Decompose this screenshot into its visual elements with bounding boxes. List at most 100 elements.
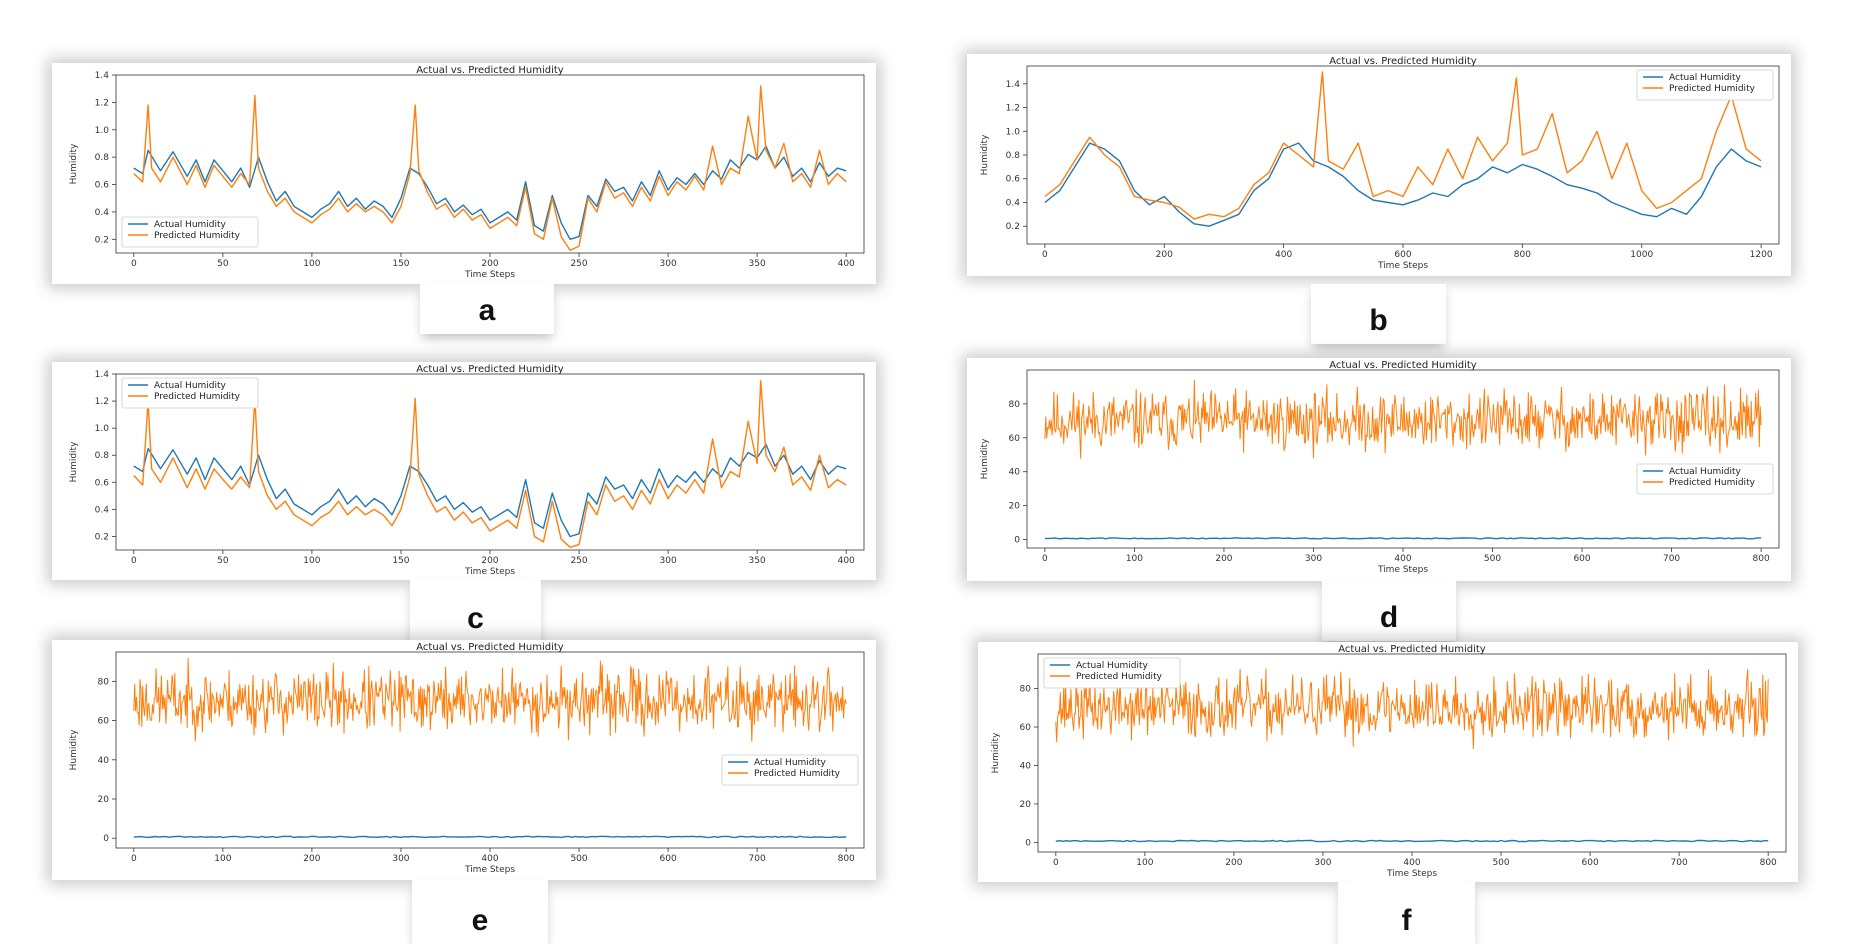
x-tick-label: 200	[1225, 858, 1242, 868]
x-tick-label: 500	[1484, 554, 1501, 564]
x-tick-label: 200	[303, 854, 320, 864]
y-tick-label: 0	[1014, 536, 1020, 546]
x-tick-label: 400	[1394, 554, 1411, 564]
chart-title: Actual vs. Predicted Humidity	[1329, 56, 1477, 67]
x-axis-label: Time Steps	[1377, 261, 1428, 271]
x-tick-label: 0	[131, 556, 137, 566]
y-tick-label: 1.4	[1006, 80, 1021, 90]
chart-panel-b: Actual vs. Predicted Humidity 0 200 400 600 8…	[967, 54, 1791, 276]
chart-panel-f: Actual vs. Predicted Humidity 0 100 200 300 4…	[978, 642, 1798, 882]
x-tick-label: 0	[131, 259, 137, 269]
x-tick-label: 800	[1753, 554, 1770, 564]
y-tick-label: 1.0	[95, 424, 110, 434]
x-tick-label: 200	[1215, 554, 1232, 564]
y-tick-label: 0	[1025, 838, 1031, 848]
legend-box	[1043, 657, 1181, 689]
series-line-actual	[1055, 839, 1769, 843]
chart-title: Actual vs. Predicted Humidity	[416, 65, 564, 76]
chart-svg-c: Actual vs. Predicted Humidity 0 50 100 150 20…	[69, 364, 865, 577]
legend-entry: Actual Humidity	[154, 220, 227, 230]
x-tick-label: 500	[570, 854, 587, 864]
x-tick-label: 700	[1663, 554, 1680, 564]
x-tick-label: 100	[1136, 858, 1153, 868]
x-tick-label: 400	[838, 259, 855, 269]
y-tick-label: 40	[1009, 468, 1021, 478]
panel-label-f: f	[1338, 882, 1475, 944]
legend-entry: Actual Humidity	[1669, 467, 1742, 477]
y-tick-label: 20	[1009, 502, 1021, 512]
x-tick-label: 400	[838, 556, 855, 566]
chart-panel-c: Actual vs. Predicted Humidity 0 50 100 150 20…	[52, 362, 876, 580]
x-tick-label: 0	[1053, 858, 1059, 868]
panel-label-b: b	[1311, 284, 1446, 344]
y-tick-label: 0.2	[95, 532, 109, 542]
x-axis-label: Time Steps	[464, 270, 515, 280]
y-axis-label: Humidity	[69, 143, 79, 184]
plot-frame	[1026, 369, 1780, 549]
y-tick-label: 0.6	[95, 478, 110, 488]
y-tick-label: 0.8	[1006, 151, 1021, 161]
legend-box	[721, 754, 859, 786]
x-tick-label: 100	[214, 854, 231, 864]
y-tick-label: 0.4	[1006, 198, 1021, 208]
series-line-predicted	[1055, 668, 1769, 750]
y-tick-label: 60	[1020, 723, 1032, 733]
x-tick-label: 400	[481, 854, 498, 864]
x-tick-label: 0	[1042, 554, 1048, 564]
x-tick-label: 500	[1492, 858, 1509, 868]
legend-box	[1636, 69, 1774, 101]
x-tick-label: 350	[749, 556, 766, 566]
x-tick-label: 0	[1042, 250, 1048, 260]
x-tick-label: 300	[660, 556, 677, 566]
legend-entry: Actual Humidity	[154, 381, 227, 391]
y-axis-label: Humidity	[69, 441, 79, 482]
x-axis-label: Time Steps	[464, 865, 515, 875]
x-tick-label: 700	[1671, 858, 1688, 868]
chart-title: Actual vs. Predicted Humidity	[1338, 644, 1486, 655]
x-tick-label: 300	[1314, 858, 1331, 868]
chart-panel-d: Actual vs. Predicted Humidity 0 100 200 300 4…	[967, 358, 1791, 581]
x-axis-label: Time Steps	[1377, 565, 1428, 575]
x-tick-label: 1000	[1630, 250, 1653, 260]
x-tick-label: 350	[749, 259, 766, 269]
x-tick-label: 1200	[1750, 250, 1773, 260]
series-line-predicted	[133, 380, 847, 548]
y-tick-label: 1.4	[95, 71, 110, 81]
y-tick-label: 80	[1009, 400, 1021, 410]
y-tick-label: 0.2	[1006, 222, 1020, 232]
x-tick-label: 800	[1760, 858, 1777, 868]
x-tick-label: 200	[1156, 250, 1173, 260]
legend-entry: Actual Humidity	[1076, 661, 1149, 671]
y-tick-label: 0.2	[95, 235, 109, 245]
chart-title: Actual vs. Predicted Humidity	[416, 642, 564, 653]
chart-svg-f: Actual vs. Predicted Humidity 0 100 200 300 4…	[991, 644, 1787, 879]
y-axis-label: Humidity	[991, 732, 1001, 773]
x-tick-label: 100	[1126, 554, 1143, 564]
y-tick-label: 1.0	[95, 126, 110, 136]
panel-label-d: d	[1322, 581, 1456, 641]
legend-entry: Actual Humidity	[754, 758, 827, 768]
y-tick-label: 60	[98, 717, 110, 727]
y-tick-label: 0.4	[95, 208, 110, 218]
y-tick-label: 1.2	[95, 397, 109, 407]
y-axis-label: Humidity	[980, 438, 990, 479]
x-tick-label: 300	[1305, 554, 1322, 564]
x-tick-label: 800	[838, 854, 855, 864]
panel-label-e: e	[412, 880, 548, 944]
series-line-actual	[1044, 537, 1762, 540]
y-tick-label: 0.6	[1006, 175, 1021, 185]
x-tick-label: 400	[1403, 858, 1420, 868]
legend-entry: Predicted Humidity	[1076, 672, 1163, 682]
x-tick-label: 300	[392, 854, 409, 864]
series-line-actual	[133, 835, 847, 839]
x-tick-label: 200	[481, 259, 498, 269]
panel-label-c: c	[410, 580, 541, 642]
series-line-actual	[133, 145, 847, 240]
y-tick-label: 0.6	[95, 181, 110, 191]
